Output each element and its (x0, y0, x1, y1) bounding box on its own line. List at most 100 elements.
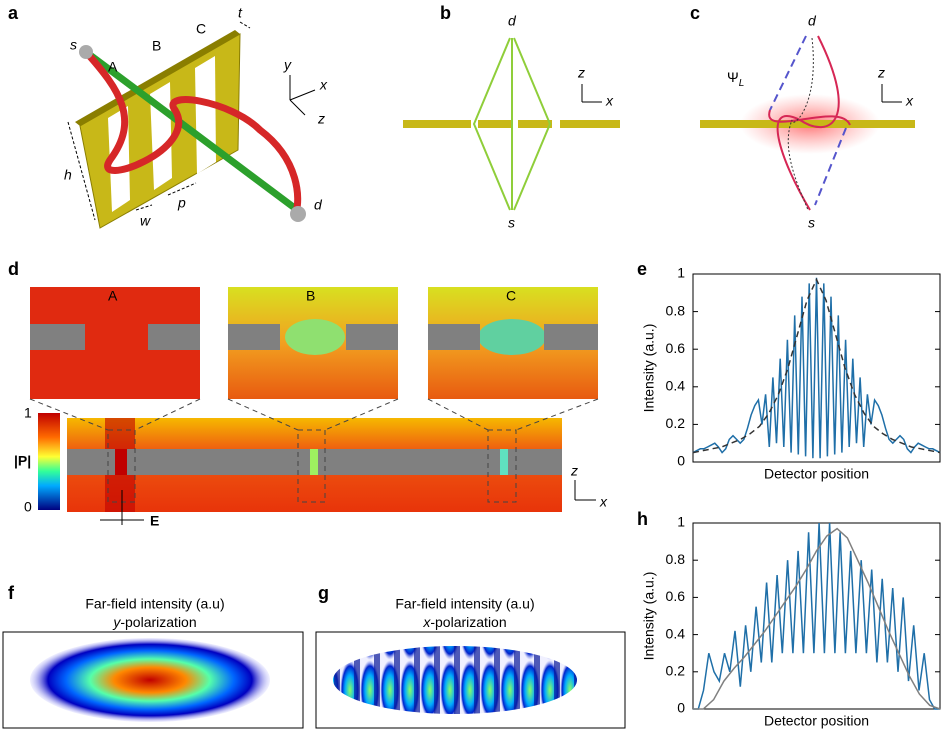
series-line (692, 277, 941, 454)
label: d (808, 13, 817, 29)
panel-b: d s z x (403, 13, 620, 231)
dotted-path (787, 37, 814, 211)
panel-labels: a b c d e f g h (8, 3, 700, 603)
axes (100, 480, 596, 525)
inset-label: B (306, 288, 315, 304)
panel-c: d s z x ΨL (700, 13, 915, 231)
straight-path (83, 49, 303, 215)
panel-f: Far-field intensity (a.u) y-polarization (2, 596, 304, 729)
panel-label: a (8, 3, 19, 23)
field-label: E (150, 513, 159, 529)
y-tick-label: 1 (677, 514, 685, 530)
y-axis-label: Intensity (a.u.) (641, 572, 657, 661)
field-spot (478, 319, 546, 355)
label: x (605, 93, 614, 109)
label: x (319, 77, 328, 93)
label: B (152, 38, 161, 54)
paths (472, 37, 552, 211)
panel-label: g (318, 583, 329, 603)
axes (581, 84, 602, 103)
zoom-box (487, 429, 517, 503)
intensity-image (30, 638, 270, 722)
plate (478, 120, 511, 128)
label: d (508, 13, 517, 29)
label: z (877, 65, 885, 81)
label: z (577, 65, 585, 81)
slot (195, 56, 216, 174)
title: Far-field intensity (a.u) (85, 596, 224, 612)
panel-g: Far-field intensity (a.u) x-polarization (315, 596, 626, 729)
y-tick-label: 0.4 (666, 625, 686, 641)
inset-label: C (506, 288, 516, 304)
series-line (692, 277, 941, 459)
subtitle: x-polarization (422, 614, 506, 630)
label: A (108, 59, 118, 75)
label: t (238, 5, 243, 21)
colorbar-tick: 1 (24, 405, 32, 421)
y-tick-label: 0.4 (666, 378, 686, 394)
inset-label: A (108, 288, 118, 304)
axes (289, 75, 316, 116)
panel-d: 1 0 |P| A B C z x E (14, 287, 608, 529)
label: s (70, 37, 77, 53)
axis-label: x (599, 494, 608, 510)
loop-path (768, 35, 851, 211)
plate (428, 324, 480, 350)
plot-frame (692, 522, 941, 710)
panel-label: d (8, 259, 19, 279)
series-line (693, 527, 941, 710)
x-axis-label: Detector position (764, 713, 869, 729)
slit (500, 449, 508, 475)
y-tick-label: 0.2 (666, 663, 686, 679)
slit (310, 449, 318, 475)
label: z (317, 111, 325, 127)
label: x (905, 93, 914, 109)
y-tick-label: 0.6 (666, 588, 686, 604)
label: y (283, 57, 292, 73)
y-axis-label: Intensity (a.u.) (641, 324, 657, 413)
label: p (177, 195, 186, 211)
panel-label: f (8, 583, 15, 603)
y-tick-label: 0.8 (666, 302, 686, 318)
y-tick-label: 0.8 (666, 551, 686, 567)
colorbar-label: |P| (14, 453, 31, 469)
title: Far-field intensity (a.u) (395, 596, 534, 612)
label: w (140, 213, 151, 229)
plate (346, 324, 398, 350)
plate (518, 120, 552, 128)
panel-label: h (637, 509, 648, 529)
y-tick-label: 0 (677, 700, 685, 716)
colorbar (38, 413, 60, 510)
panel-label: c (690, 3, 700, 23)
dashed-path (769, 35, 847, 206)
dimension-lines (67, 21, 251, 221)
axis-label: z (570, 463, 578, 479)
plate (544, 324, 598, 350)
pol-rest: -polarization (120, 614, 196, 630)
plate (228, 324, 280, 350)
x-axis-label: Detector position (764, 466, 869, 482)
label: s (508, 215, 515, 231)
y-tick-label: 1 (677, 265, 685, 281)
plate-top (75, 30, 240, 126)
plate (403, 120, 471, 128)
y-tick-label: 0 (677, 453, 685, 469)
label: s (808, 215, 815, 231)
detector (290, 206, 306, 222)
plate (560, 120, 620, 128)
source (79, 45, 93, 59)
label: d (314, 197, 323, 213)
label: C (196, 21, 206, 37)
psi-label: ΨL (727, 69, 744, 89)
y-tick-label: 0.2 (666, 415, 686, 431)
zoom-lines (29, 398, 599, 431)
loop-path (83, 49, 302, 214)
axes (881, 84, 902, 103)
psi: Ψ (727, 69, 739, 85)
intensity-image (333, 646, 577, 714)
series-line (693, 522, 940, 710)
pol-rest: -polarization (430, 614, 506, 630)
charts: 0 0.2 0.4 0.6 0.8 1 Intensity (a.u.) Detector p… (641, 265, 941, 729)
plate (148, 324, 200, 350)
